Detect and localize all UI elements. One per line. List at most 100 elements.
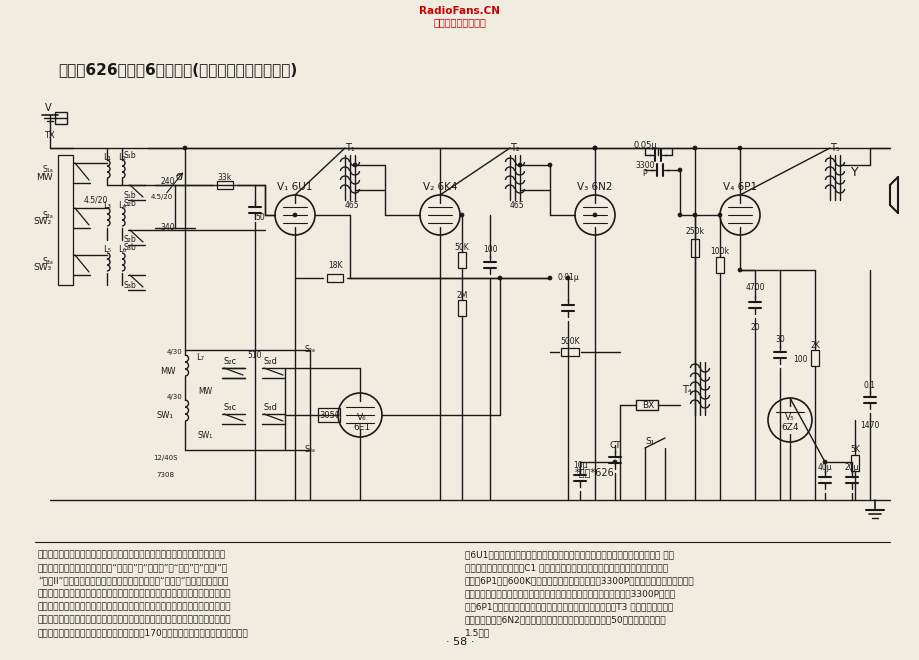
Text: 12/40S: 12/40S (153, 455, 177, 461)
Text: L₇: L₇ (196, 354, 204, 362)
Text: V₄ 6P1: V₄ 6P1 (722, 182, 756, 192)
Circle shape (737, 146, 742, 150)
Text: S₁b: S₁b (123, 150, 136, 160)
Text: 定范围内调整方向，调节磁化机后，如须我在机内磁讲天线，在一般情况下，利用: 定范围内调整方向，调节磁化机后，如须我在机内磁讲天线，在一般情况下，利用 (38, 602, 232, 611)
Text: 4700: 4700 (744, 284, 764, 292)
Text: CT: CT (608, 440, 620, 449)
Text: TX: TX (44, 131, 55, 139)
Text: 4.5/20: 4.5/20 (151, 194, 173, 200)
Text: 50K: 50K (454, 242, 469, 251)
Text: 直6U1的七脚转分至三波部分分开担任混频和本机振荡，可以减弱这两部分之间 的串: 直6U1的七脚转分至三波部分分开担任混频和本机振荡，可以减弱这两部分之间 的串 (464, 550, 674, 559)
Circle shape (692, 213, 697, 217)
Text: 340: 340 (161, 222, 176, 232)
Bar (458, 300, 466, 316)
Text: S₃b: S₃b (123, 244, 136, 253)
Text: SW₁: SW₁ (198, 430, 212, 440)
Bar (458, 252, 466, 268)
Text: 30: 30 (775, 335, 784, 345)
Text: 底侧为音量控制及音调控制，右方底侧为调谐。中说设有机内磁心天线，可以在一: 底侧为音量控制及音调控制，右方底侧为调谐。中说设有机内磁心天线，可以在一 (38, 589, 232, 598)
Text: 5K: 5K (849, 446, 859, 455)
Text: 扰作用。固定工作点式，C1 的解耦电路中现在公减混方向控制电路和高频全滤波网: 扰作用。固定工作点式，C1 的解耦电路中现在公减混方向控制电路和高频全滤波网 (464, 563, 667, 572)
Text: SW₂: SW₂ (33, 218, 51, 226)
Text: S₂d: S₂d (263, 358, 277, 366)
Text: 100k: 100k (709, 248, 729, 257)
Bar (635, 400, 657, 410)
Text: T₁: T₁ (345, 143, 355, 153)
Text: 7308: 7308 (156, 472, 174, 478)
Text: 18K: 18K (327, 261, 342, 269)
Text: 20µ: 20µ (844, 463, 858, 471)
Text: L₂: L₂ (118, 152, 126, 162)
Text: *卡丸*626: *卡丸*626 (574, 467, 614, 477)
Text: 20: 20 (749, 323, 759, 333)
Text: 6Z4: 6Z4 (780, 424, 798, 432)
Text: P: P (642, 170, 647, 178)
Text: 50: 50 (255, 213, 265, 222)
Text: S₁b: S₁b (123, 191, 136, 199)
Circle shape (497, 276, 502, 280)
Text: L₁: L₁ (103, 152, 111, 162)
Text: 动式变换开关，自左至右依次为“电源关”、“拾音器”、“中波”、“短波I”、: 动式变换开关，自左至右依次为“电源关”、“拾音器”、“中波”、“短波I”、 (38, 563, 228, 572)
Text: L₃: L₃ (103, 201, 111, 209)
Text: V₅: V₅ (784, 414, 794, 422)
Text: SW₃: SW₃ (33, 263, 51, 273)
Text: 4/30: 4/30 (167, 394, 183, 400)
Text: 4.5/20: 4.5/20 (84, 195, 108, 205)
Bar (55, 112, 67, 124)
Text: C: C (175, 174, 181, 183)
Bar (318, 408, 340, 422)
Circle shape (593, 213, 596, 217)
Bar (217, 181, 233, 189)
Text: 1.5瓦。: 1.5瓦。 (464, 628, 490, 637)
Text: 100: 100 (792, 356, 806, 364)
Text: 250k: 250k (685, 228, 704, 236)
Text: 465: 465 (345, 201, 359, 209)
Circle shape (292, 213, 297, 217)
Text: L₄: L₄ (118, 201, 126, 209)
Text: 递到6P1接地，这时音音量大，低频低中加有压低亮圈推，从T3 次级的负馈电路取: 递到6P1接地，这时音音量大，低频低中加有压低亮圈推，从T3 次级的负馈电路取 (464, 602, 673, 611)
Text: MW: MW (36, 174, 52, 183)
Text: 4/30: 4/30 (167, 349, 183, 355)
Circle shape (677, 213, 681, 217)
Text: BX: BX (641, 401, 653, 409)
Text: V: V (45, 103, 51, 113)
Text: 6E1: 6E1 (353, 422, 370, 432)
Text: 得回输电压加到6N2的舊板，以改善频率响应，功率消耗约50瓦，额定输出功率: 得回输电压加到6N2的舊板，以改善频率响应，功率消耗约50瓦，额定输出功率 (464, 615, 666, 624)
Bar (58, 155, 73, 285)
Text: 2K: 2K (810, 341, 819, 350)
Circle shape (593, 146, 596, 150)
Circle shape (548, 163, 551, 167)
Text: Y: Y (850, 166, 857, 178)
Bar (811, 350, 818, 366)
Bar (690, 239, 698, 257)
Text: RadioFans.CN: RadioFans.CN (419, 6, 500, 16)
Text: 0.1: 0.1 (863, 381, 875, 389)
Text: 10µ: 10µ (573, 461, 586, 469)
Text: S₃b: S₃b (123, 280, 136, 290)
Circle shape (517, 163, 521, 167)
Text: 0.01µ: 0.01µ (557, 273, 578, 282)
Text: 40µ: 40µ (817, 463, 832, 471)
Text: S₃c: S₃c (223, 403, 236, 412)
Text: 0.05µ: 0.05µ (632, 141, 656, 150)
Bar (850, 455, 858, 471)
Bar (715, 257, 723, 273)
Circle shape (565, 276, 570, 280)
Circle shape (183, 146, 187, 150)
Text: · 58 ·: · 58 · (446, 637, 473, 647)
Circle shape (548, 276, 551, 280)
Text: S₁ₐ: S₁ₐ (42, 166, 53, 174)
Bar (561, 348, 578, 356)
Text: T₅: T₅ (829, 143, 839, 153)
Text: V₂ 6K4: V₂ 6K4 (423, 182, 457, 192)
Text: L₆: L₆ (118, 246, 126, 255)
Circle shape (353, 163, 357, 167)
Text: 络，当6P1信号600K处位値的抗信号差接上脚时，3300P电容接插副下起作用，高频: 络，当6P1信号600K处位値的抗信号差接上脚时，3300P电容接插副下起作用，… (464, 576, 694, 585)
Circle shape (823, 460, 826, 464)
Text: S₃ₐ: S₃ₐ (304, 446, 315, 455)
Text: V₃ 6N2: V₃ 6N2 (576, 182, 612, 192)
Text: 机内天线即可收听，机后另有外接天线插孔，以便必要时加接室外天线，机后还有: 机内天线即可收听，机后另有外接天线插孔，以便必要时加接室外天线，机后还有 (38, 615, 232, 624)
Text: 《说明》本机为超外差收音机，机内设有磁性天线和折叠天线，面板上是五挡拨: 《说明》本机为超外差收音机，机内设有磁性天线和折叠天线，面板上是五挡拨 (38, 550, 226, 559)
Text: 牡丹牌626型交流6管三波段(原北京电子仪器厂产品): 牡丹牌626型交流6管三波段(原北京电子仪器厂产品) (58, 62, 297, 77)
Text: 465: 465 (509, 201, 524, 209)
